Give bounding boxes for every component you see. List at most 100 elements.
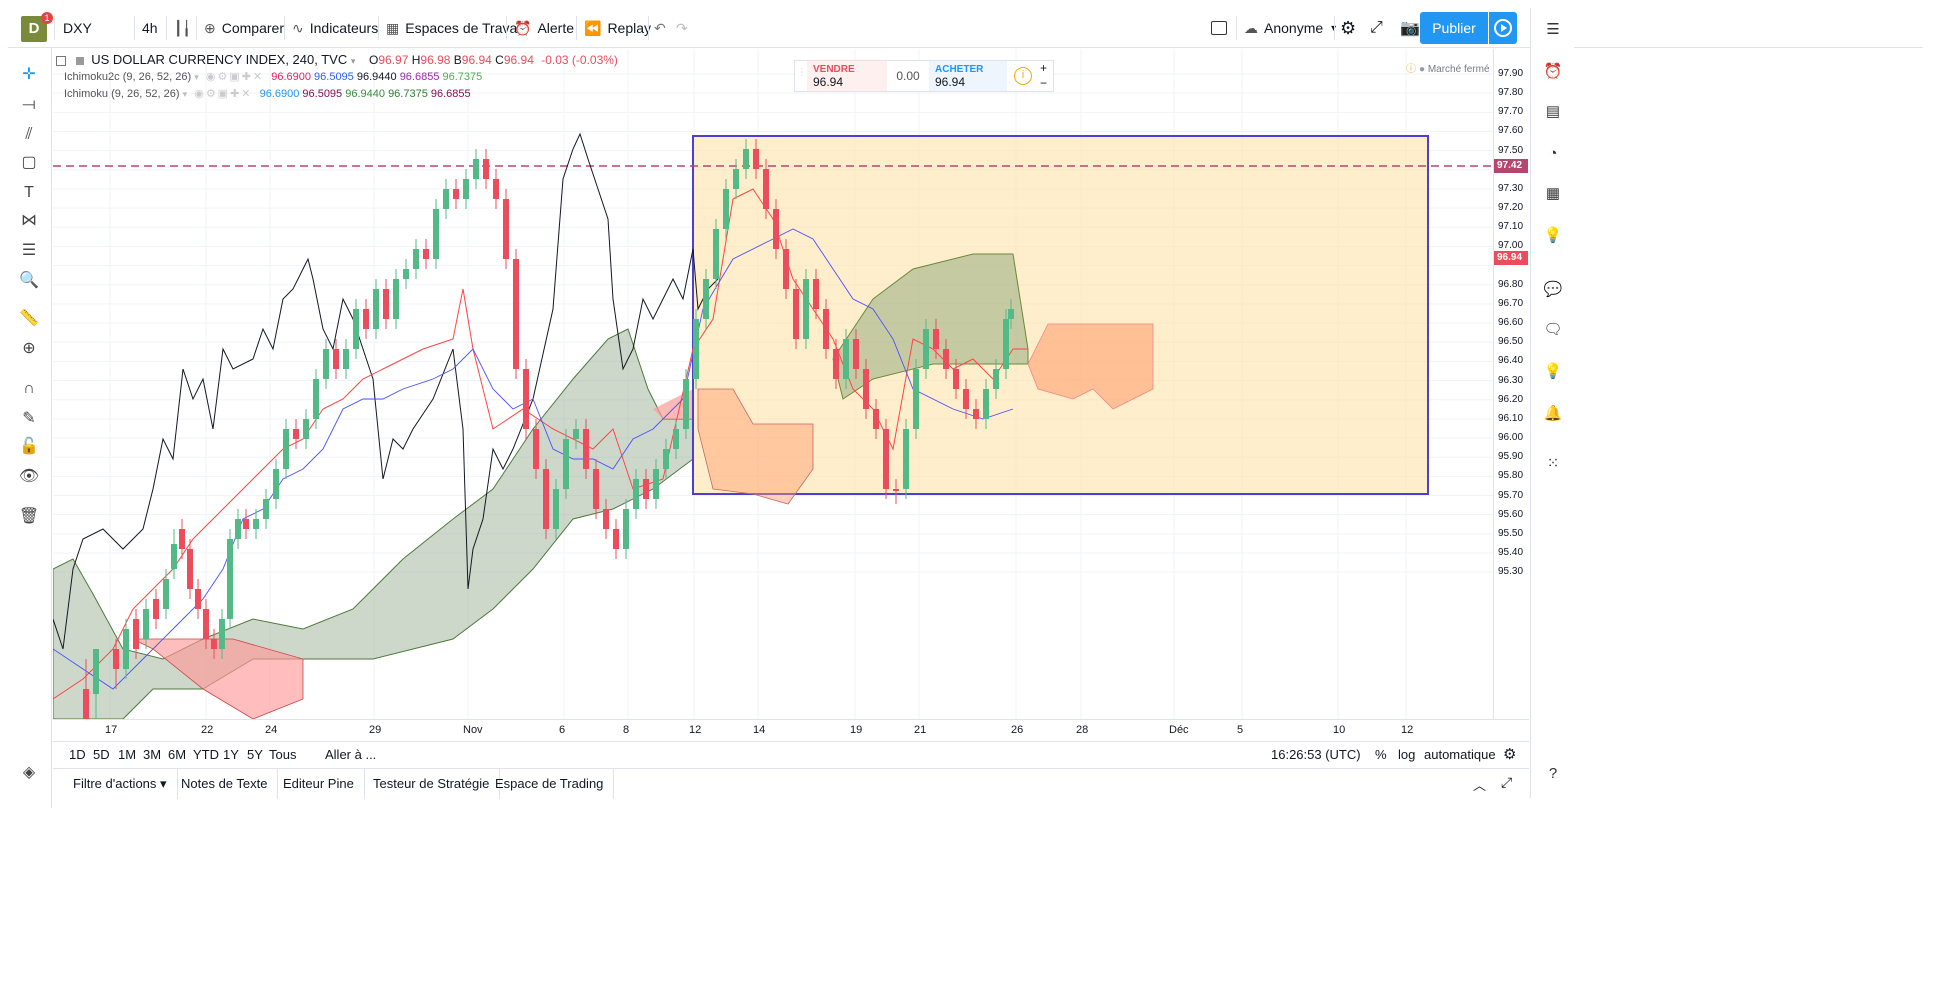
- notifications-button[interactable]: 🔔: [1543, 404, 1563, 424]
- redo-button[interactable]: ↷: [676, 8, 688, 48]
- hide-drawings-tool[interactable]: 👁: [18, 466, 40, 488]
- publish-button[interactable]: Publier: [1420, 12, 1488, 44]
- alert-button[interactable]: ⏰ Alerte: [514, 8, 574, 48]
- symbol-search-button[interactable]: DXY: [63, 8, 133, 48]
- plus-circle-icon: ⊕: [204, 19, 216, 36]
- range-button-tous[interactable]: Tous: [269, 747, 297, 762]
- indicator-controls[interactable]: ◉⚙▣✚✕: [194, 88, 253, 100]
- lock-drawing-tool[interactable]: ✎: [18, 408, 40, 430]
- range-button-6m[interactable]: 6M: [168, 747, 187, 762]
- lock-all-tool[interactable]: 🔓: [18, 436, 40, 458]
- news-button[interactable]: ▤: [1543, 102, 1563, 122]
- bottom-tab[interactable]: Espace de Trading: [485, 769, 615, 799]
- range-button-ytd[interactable]: YTD: [193, 747, 219, 762]
- crosshair-tool[interactable]: ✛: [18, 64, 40, 86]
- undo-button[interactable]: ↶: [654, 8, 666, 48]
- interval-button[interactable]: 4h: [142, 8, 158, 48]
- price-axis[interactable]: 97.90 97.80 97.70 97.60 97.50 97.30 97.20 97.10…: [1493, 49, 1529, 719]
- replay-button[interactable]: ⏪ Replay: [584, 8, 651, 48]
- buy-button[interactable]: ACHETER 96.94: [929, 61, 1007, 91]
- remove-drawings-tool[interactable]: 🗑: [18, 506, 40, 528]
- candle-body: [523, 369, 529, 429]
- log-toggle[interactable]: log: [1398, 747, 1416, 762]
- text-tool[interactable]: T: [18, 182, 40, 204]
- range-button-5d[interactable]: 5D: [93, 747, 110, 762]
- compare-button[interactable]: ⊕ Comparer: [204, 8, 284, 48]
- sell-button[interactable]: VENDRE 96.94: [807, 61, 887, 91]
- indicator-controls[interactable]: ◉⚙▣✚✕: [205, 71, 265, 83]
- open-label: O: [369, 53, 379, 67]
- quantity-minus-button[interactable]: −: [1040, 76, 1048, 90]
- time-axis[interactable]: 17 22 24 29 Nov 6 8 12 14 19 21 26 28 Déc 5 10 12: [53, 719, 1529, 741]
- bottom-tab[interactable]: Filtre d'actions ▾: [63, 769, 178, 799]
- idea-stream-button[interactable]: 💡: [1543, 362, 1563, 382]
- collapse-panel-icon[interactable]: ︿: [1473, 778, 1487, 793]
- range-button-1y[interactable]: 1Y: [223, 747, 239, 762]
- utc-clock[interactable]: 16:26:53 (UTC): [1271, 747, 1361, 762]
- publish-video-button[interactable]: [1489, 12, 1517, 44]
- divider: [196, 16, 197, 40]
- fullscreen-layout-button[interactable]: [1211, 8, 1227, 48]
- chart-type-button[interactable]: ┃╽: [174, 8, 197, 48]
- gear-icon[interactable]: ⚙: [1503, 746, 1517, 763]
- trend-line-tool[interactable]: ⟞: [18, 94, 40, 116]
- ideas-button[interactable]: 💡: [1543, 226, 1563, 246]
- candle-body: [211, 639, 217, 649]
- magnet-tool[interactable]: ∩: [18, 378, 40, 400]
- maximize-panel-icon[interactable]: ⤢: [1501, 774, 1513, 790]
- info-icon[interactable]: i: [1014, 67, 1032, 85]
- save-menu-button[interactable]: ☁ Anonyme ▾: [1244, 8, 1336, 48]
- alerts-button[interactable]: ⏰: [1543, 62, 1563, 82]
- range-button-5y[interactable]: 5Y: [247, 747, 263, 762]
- range-button-3m[interactable]: 3M: [143, 747, 162, 762]
- grid-dots-icon: ⁙: [1546, 455, 1560, 472]
- quantity-plus-button[interactable]: +: [1040, 61, 1048, 75]
- candle-body: [993, 369, 999, 389]
- candle-body: [543, 469, 549, 529]
- hotlists-button[interactable]: ◔: [1543, 144, 1563, 164]
- candle-body: [823, 309, 829, 349]
- price-tick-label: 95.30: [1498, 566, 1524, 578]
- shapes-tool[interactable]: ▢: [18, 152, 40, 174]
- snapshot-button[interactable]: 📷: [1400, 8, 1420, 48]
- time-tick-label: 21: [914, 724, 927, 736]
- goto-date-button[interactable]: Aller à ...: [325, 747, 377, 762]
- close-label: C: [495, 53, 504, 67]
- bottom-tab[interactable]: Editeur Pine: [273, 769, 365, 799]
- prediction-tool[interactable]: ☰: [18, 240, 40, 262]
- calendar-button[interactable]: ▦: [1543, 184, 1563, 204]
- workspaces-button[interactable]: ▦ Espaces de Travail: [386, 8, 524, 48]
- range-button-1d[interactable]: 1D: [69, 747, 86, 762]
- watchlist-button[interactable]: ☰: [1543, 20, 1563, 40]
- collapse-legend-icon[interactable]: [56, 55, 66, 66]
- object-tree-tool[interactable]: ◈: [18, 762, 40, 784]
- sell-price: 96.94: [813, 75, 844, 89]
- ruler-tool[interactable]: 📏: [18, 308, 40, 330]
- dom-button[interactable]: ⁙: [1543, 454, 1563, 474]
- main-series-legend[interactable]: US DOLLAR CURRENCY INDEX, 240, TVC ▾ O96…: [56, 52, 618, 67]
- time-tick-label: 26: [1011, 724, 1024, 736]
- indicator-legend-ichimoku2c[interactable]: Ichimoku2c (9, 26, 52, 26) ▾ ◉⚙▣✚✕ 96.69…: [64, 70, 482, 83]
- candle-body: [963, 389, 969, 409]
- range-button-1m[interactable]: 1M: [118, 747, 137, 762]
- indicator-name: Ichimoku (9, 26, 52, 26): [64, 88, 180, 100]
- bottom-tab[interactable]: Notes de Texte: [171, 769, 279, 799]
- time-tick-label: 28: [1076, 724, 1089, 736]
- line-icon: ⟞: [22, 96, 36, 113]
- settings-button[interactable]: ⚙: [1340, 8, 1356, 48]
- auto-scale-toggle[interactable]: automatique: [1424, 747, 1496, 762]
- chats-button[interactable]: 💬: [1543, 280, 1563, 300]
- fib-tool[interactable]: ⫽: [18, 124, 40, 146]
- percent-toggle[interactable]: %: [1375, 747, 1387, 762]
- zoom-in-tool[interactable]: ⊕: [18, 338, 40, 360]
- indicator-legend-ichimoku[interactable]: Ichimoku (9, 26, 52, 26) ▾ ◉⚙▣✚✕ 96.6900…: [64, 87, 471, 100]
- patterns-tool[interactable]: ⋈: [18, 210, 40, 232]
- drag-handle-icon[interactable]: ⋮: [797, 67, 807, 78]
- bottom-tab[interactable]: Testeur de Stratégie: [363, 769, 501, 799]
- help-button[interactable]: ?: [1543, 764, 1563, 784]
- indicators-button[interactable]: ∿ Indicateurs: [292, 8, 378, 48]
- chart-pane[interactable]: [53, 49, 1493, 719]
- search-tool[interactable]: 🔍: [18, 270, 40, 292]
- private-chats-button[interactable]: 🗨: [1543, 320, 1563, 340]
- fullscreen-button[interactable]: ⤢: [1370, 8, 1383, 48]
